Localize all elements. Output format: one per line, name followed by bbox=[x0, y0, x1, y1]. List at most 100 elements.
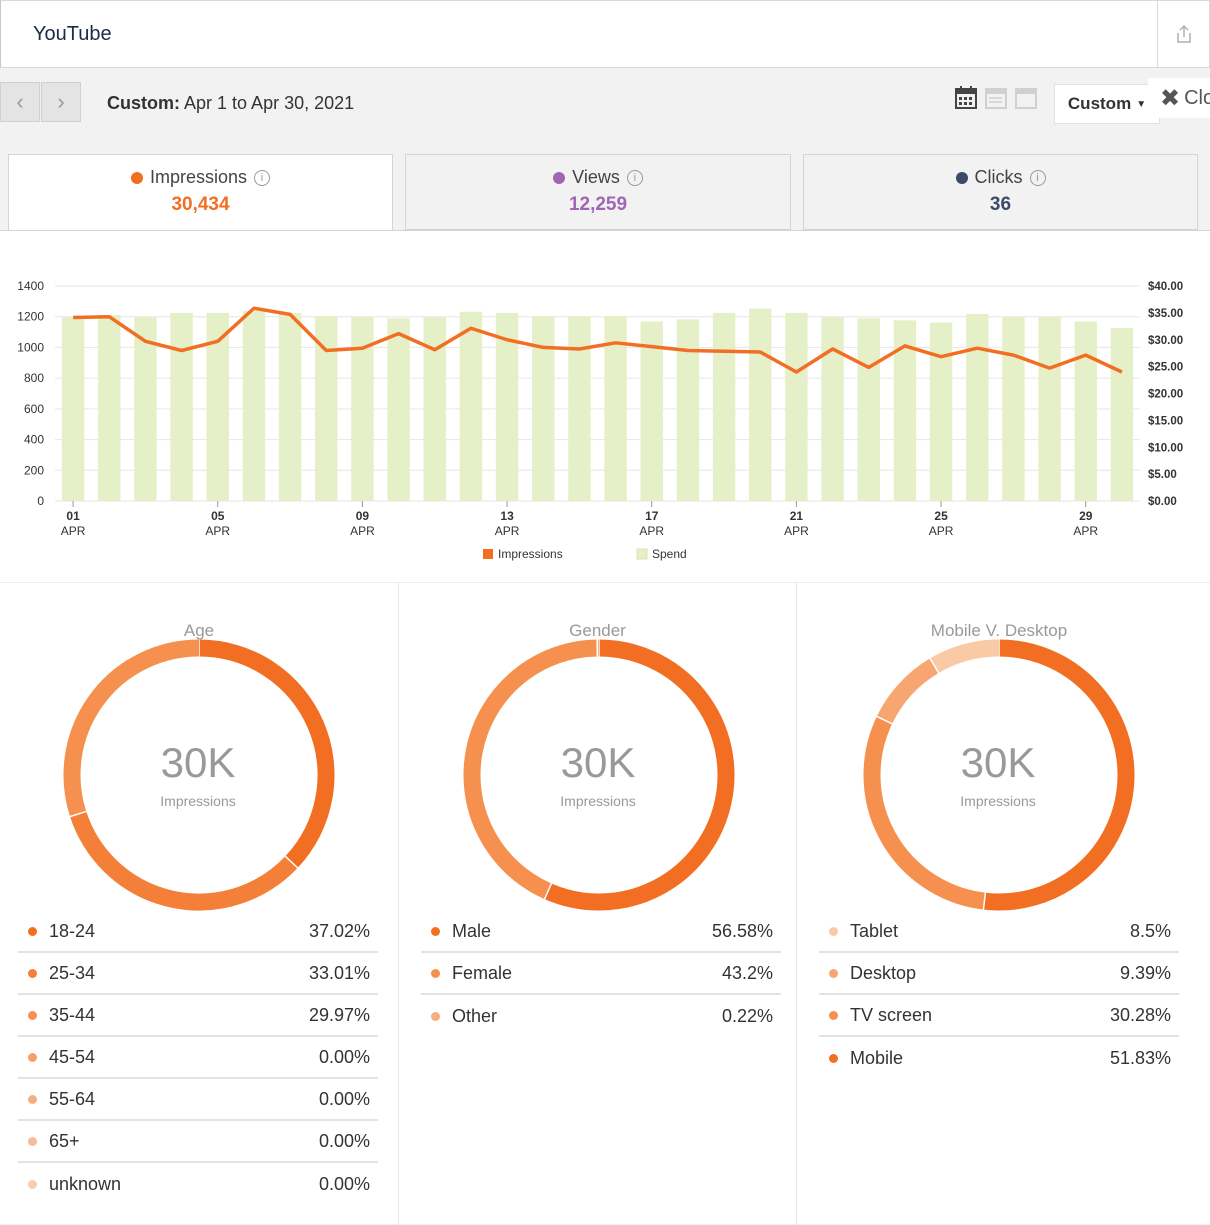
spend-bar[interactable] bbox=[821, 317, 843, 501]
right-axis-tick-label: $20.00 bbox=[1148, 389, 1183, 401]
spend-bar[interactable] bbox=[749, 309, 771, 501]
calendar-week-icon[interactable] bbox=[985, 86, 1007, 110]
legend-value: 43.2% bbox=[722, 963, 773, 984]
info-icon[interactable]: i bbox=[627, 170, 643, 186]
close-button[interactable]: ✖ Clo bbox=[1148, 78, 1210, 118]
right-axis-tick-label: $35.00 bbox=[1148, 308, 1183, 320]
share-button[interactable] bbox=[1157, 1, 1209, 67]
spend-bar[interactable] bbox=[243, 311, 265, 501]
spend-bar[interactable] bbox=[966, 314, 988, 501]
legend-dot bbox=[28, 1053, 37, 1062]
spend-bar[interactable] bbox=[1002, 317, 1024, 501]
right-axis-tick-label: $5.00 bbox=[1148, 469, 1177, 481]
info-icon[interactable]: i bbox=[254, 170, 270, 186]
x-axis-tick-label: 13 bbox=[500, 509, 514, 523]
spend-bar[interactable] bbox=[98, 315, 120, 501]
x-axis-tick-label: 29 bbox=[1079, 509, 1093, 523]
x-axis-tick-month: APR bbox=[350, 524, 375, 538]
spend-bar[interactable] bbox=[387, 318, 409, 501]
custom-range-label: Custom bbox=[1068, 94, 1131, 114]
report-header: YouTube bbox=[0, 0, 1210, 68]
legend-label: Desktop bbox=[850, 963, 1120, 984]
legend-label: Male bbox=[452, 921, 712, 942]
donut-center-label: Impressions bbox=[863, 793, 1133, 809]
legend-value: 0.00% bbox=[319, 1047, 370, 1068]
date-range: Custom: Apr 1 to Apr 30, 2021 bbox=[107, 93, 354, 114]
spend-bar[interactable] bbox=[62, 317, 84, 501]
legend-value: 0.22% bbox=[722, 1006, 773, 1027]
custom-range-dropdown[interactable]: Custom ▼ bbox=[1054, 84, 1160, 124]
spend-bar[interactable] bbox=[677, 319, 699, 501]
legend-dot bbox=[829, 1054, 838, 1063]
info-icon[interactable]: i bbox=[1030, 170, 1046, 186]
views-dot bbox=[553, 172, 565, 184]
legend-value: 0.00% bbox=[319, 1131, 370, 1152]
spend-bar[interactable] bbox=[1038, 317, 1060, 501]
legend-value: 9.39% bbox=[1120, 963, 1171, 984]
right-axis-tick-label: $10.00 bbox=[1148, 442, 1183, 454]
impressions-dot bbox=[131, 172, 143, 184]
spend-bar[interactable] bbox=[1075, 321, 1097, 501]
legend-dot bbox=[28, 1095, 37, 1104]
donut-segment[interactable] bbox=[78, 814, 291, 902]
spend-bar[interactable] bbox=[1111, 328, 1133, 501]
left-axis-tick-label: 0 bbox=[37, 494, 44, 508]
spend-bar[interactable] bbox=[785, 313, 807, 501]
next-period-button[interactable]: › bbox=[41, 82, 81, 122]
legend-row[interactable]: 65+0.00% bbox=[18, 1121, 378, 1163]
spend-bar[interactable] bbox=[568, 316, 590, 501]
donut-segment[interactable] bbox=[884, 666, 934, 720]
spend-bar[interactable] bbox=[460, 312, 482, 501]
calendar-day-icon[interactable] bbox=[955, 86, 977, 110]
legend-value: 37.02% bbox=[309, 921, 370, 942]
spend-bar[interactable] bbox=[930, 323, 952, 501]
calendar-month-icon[interactable] bbox=[1015, 86, 1037, 110]
spend-bar[interactable] bbox=[532, 316, 554, 501]
donut-segment[interactable] bbox=[934, 648, 999, 666]
chevron-left-icon: ‹ bbox=[16, 89, 23, 115]
chevron-right-icon: › bbox=[57, 89, 64, 115]
spend-bar[interactable] bbox=[858, 318, 880, 501]
date-range-prefix: Custom: bbox=[107, 93, 180, 113]
x-axis-tick-month: APR bbox=[495, 524, 520, 538]
legend-label: Other bbox=[452, 1006, 722, 1027]
legend-dot bbox=[829, 1011, 838, 1020]
legend-label[interactable]: Impressions bbox=[498, 547, 563, 561]
donut-center-label: Impressions bbox=[463, 793, 733, 809]
legend-label: 35-44 bbox=[49, 1005, 309, 1026]
legend-dot bbox=[28, 1137, 37, 1146]
spend-bar[interactable] bbox=[279, 313, 301, 501]
legend-value: 33.01% bbox=[309, 963, 370, 984]
spend-bar[interactable] bbox=[713, 313, 735, 501]
x-axis-tick-label: 01 bbox=[66, 509, 80, 523]
right-axis-tick-label: $15.00 bbox=[1148, 415, 1183, 427]
legend-label: unknown bbox=[49, 1174, 319, 1195]
x-axis-tick-month: APR bbox=[929, 524, 954, 538]
prev-period-button[interactable]: ‹ bbox=[0, 82, 40, 122]
legend-label[interactable]: Spend bbox=[652, 547, 687, 561]
legend-label: 25-34 bbox=[49, 963, 309, 984]
metric-value: 36 bbox=[804, 194, 1197, 216]
x-axis-tick-label: 21 bbox=[790, 509, 804, 523]
x-axis-tick-label: 17 bbox=[645, 509, 659, 523]
spend-bar[interactable] bbox=[170, 313, 192, 501]
impressions-line[interactable] bbox=[73, 308, 1122, 372]
x-axis-tick-label: 09 bbox=[356, 509, 370, 523]
